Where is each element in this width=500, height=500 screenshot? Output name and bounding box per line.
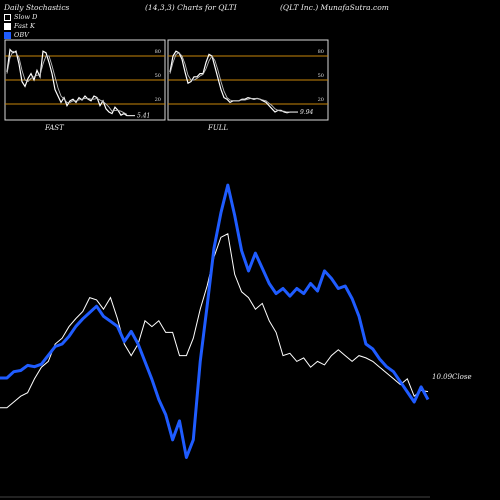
full-series-full-k — [169, 50, 291, 114]
legend-label-fast-k: Fast K — [14, 22, 35, 30]
full-ytick-80: 80 — [318, 49, 324, 55]
legend-swatch-fast-k — [4, 22, 11, 30]
legend-swatch-slow-d — [4, 13, 11, 21]
fast-panel-label: FAST — [45, 124, 64, 132]
legend-label-slow-d: Slow D — [14, 13, 38, 21]
full-ytick-50: 50 — [318, 73, 324, 79]
header-middle: (14,3,3) Charts for QLTI — [145, 3, 237, 12]
fast-series-slow-d — [6, 50, 128, 115]
legend-obv: OBV — [4, 31, 29, 39]
fast-ytick-80: 80 — [155, 49, 161, 55]
legend-label-obv: OBV — [14, 31, 29, 39]
legend-slow-d: Slow D — [4, 13, 37, 21]
full-ytick-20: 20 — [318, 97, 324, 103]
full-series-full-d — [169, 52, 290, 113]
full-last-value-label: 9.94 — [300, 109, 314, 116]
header-left: Daily Stochastics — [4, 3, 70, 12]
fast-ytick-20: 20 — [155, 97, 161, 103]
legend-fast-k: Fast K — [4, 22, 35, 30]
fast-last-value-label: 5.41 — [137, 113, 150, 120]
header-right: (QLT Inc.) MunafaSutra.com — [280, 3, 389, 12]
series-obv — [0, 183, 430, 459]
legend-swatch-obv — [4, 31, 11, 39]
close-value-label: 10.09Close — [432, 373, 472, 381]
fast-ytick-50: 50 — [155, 73, 161, 79]
full-panel-label: FULL — [208, 124, 229, 132]
